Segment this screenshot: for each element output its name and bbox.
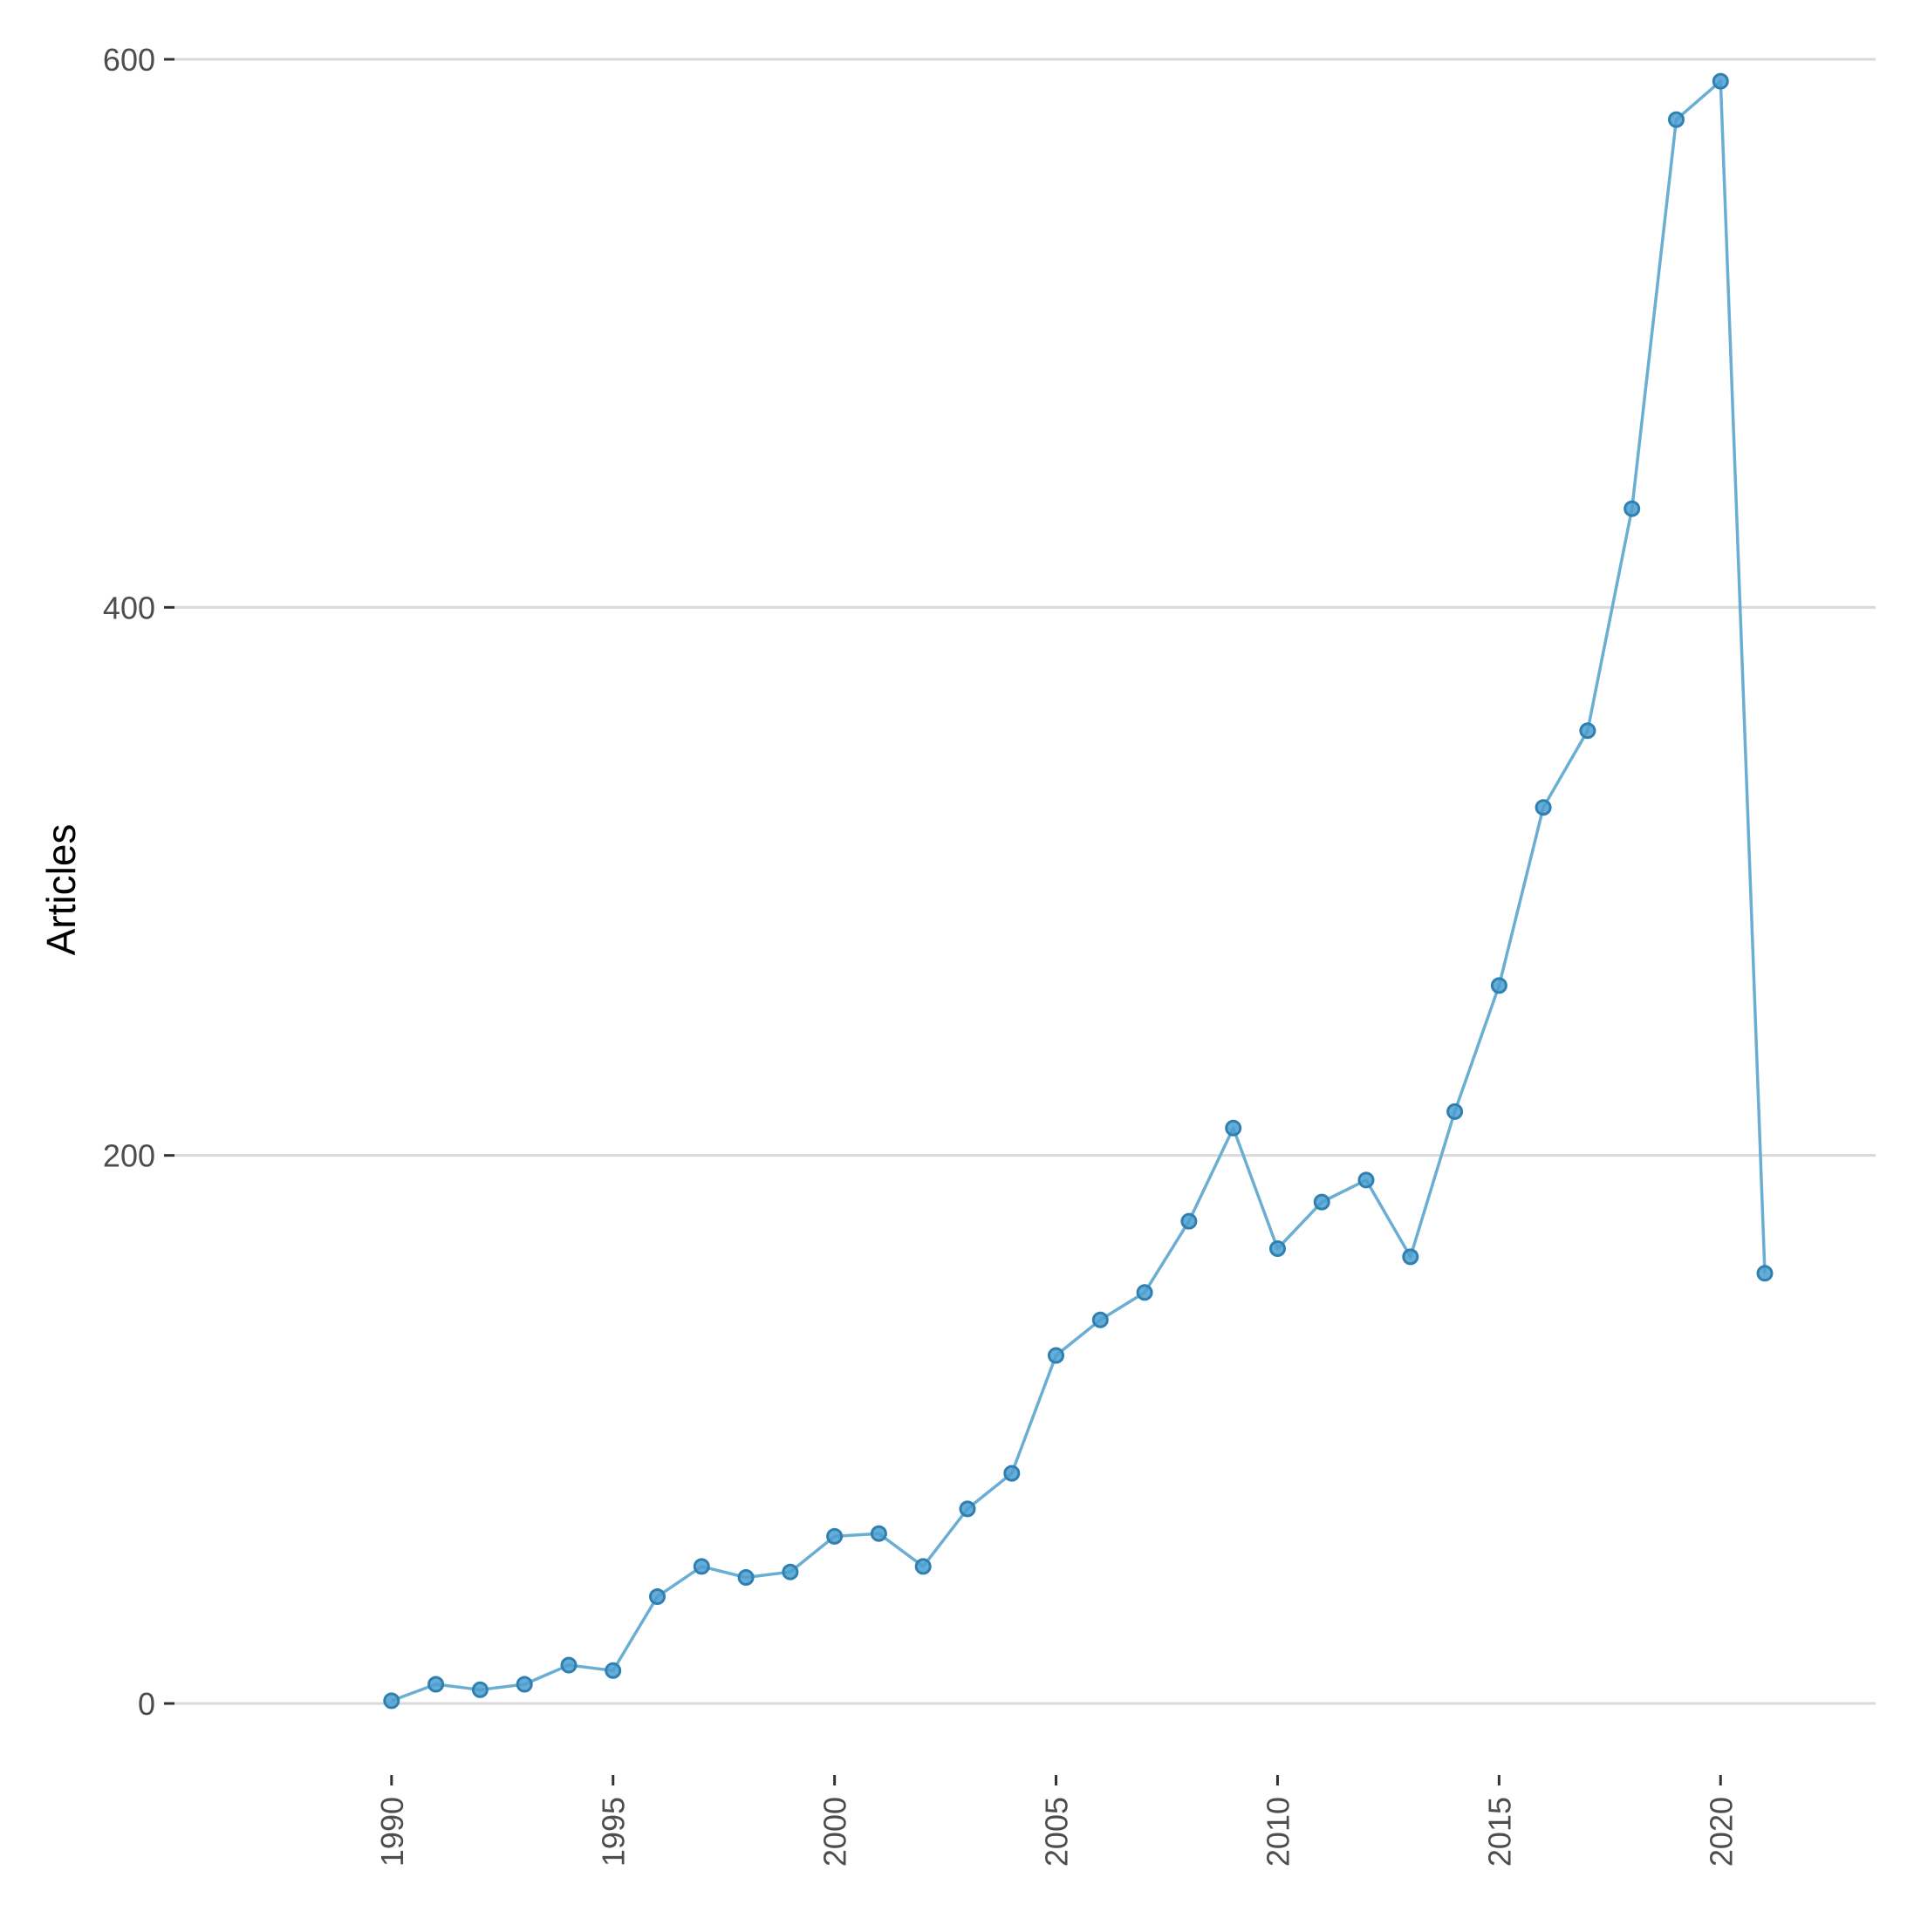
y-tick-label-200: 200: [103, 1138, 155, 1174]
x-tick-label-2020: 2020: [1703, 1797, 1739, 1867]
data-point-2001: [870, 1525, 887, 1542]
data-point-2009: [1225, 1119, 1242, 1137]
data-point-2008: [1180, 1212, 1198, 1230]
data-point-1991: [427, 1676, 445, 1693]
data-point-1998: [737, 1569, 755, 1586]
data-point-1994: [560, 1656, 578, 1674]
data-point-2013: [1402, 1248, 1419, 1266]
y-tick-label-400: 400: [103, 590, 155, 625]
data-point-2021: [1756, 1265, 1774, 1282]
data-point-2015: [1490, 977, 1507, 994]
data-point-2016: [1535, 799, 1552, 816]
data-point-2003: [959, 1500, 976, 1518]
data-point-1997: [693, 1558, 710, 1575]
x-tick-label-1995: 1995: [596, 1797, 632, 1867]
data-point-2000: [826, 1527, 844, 1545]
data-point-1990: [383, 1692, 400, 1710]
x-axis: 1990 1995 2000 2005 2010 2015 2020: [374, 1775, 1739, 1867]
data-point-2005: [1048, 1347, 1064, 1364]
x-tick-label-1990: 1990: [374, 1797, 410, 1867]
data-point-2019: [1668, 111, 1685, 128]
data-point-2010: [1269, 1240, 1286, 1257]
y-axis-title: Articles: [38, 824, 84, 956]
y-axis: 0 200 400 600: [103, 42, 174, 1722]
data-point-2017: [1579, 722, 1596, 740]
data-point-2012: [1357, 1171, 1375, 1189]
data-point-2018: [1623, 500, 1641, 517]
x-tick-label-2010: 2010: [1260, 1797, 1295, 1867]
data-point-2020: [1712, 72, 1729, 90]
series-articles: [383, 72, 1774, 1710]
data-point-2014: [1446, 1103, 1464, 1120]
grid-lines: [174, 58, 1876, 1705]
y-tick-label-0: 0: [138, 1686, 155, 1722]
data-point-2004: [1003, 1464, 1021, 1482]
series-line: [391, 79, 1767, 1703]
data-point-2011: [1313, 1193, 1330, 1211]
data-point-2006: [1091, 1311, 1109, 1328]
x-tick-label-2015: 2015: [1481, 1797, 1517, 1867]
data-point-1995: [605, 1662, 622, 1679]
data-point-1999: [782, 1563, 799, 1580]
x-tick-label-2000: 2000: [817, 1797, 853, 1867]
data-point-1993: [516, 1676, 533, 1693]
y-tick-label-600: 600: [103, 42, 155, 78]
data-point-2002: [914, 1558, 932, 1575]
data-point-1996: [649, 1588, 666, 1605]
data-point-1992: [471, 1681, 489, 1698]
x-tick-label-2005: 2005: [1039, 1797, 1075, 1867]
data-point-2007: [1136, 1284, 1153, 1301]
